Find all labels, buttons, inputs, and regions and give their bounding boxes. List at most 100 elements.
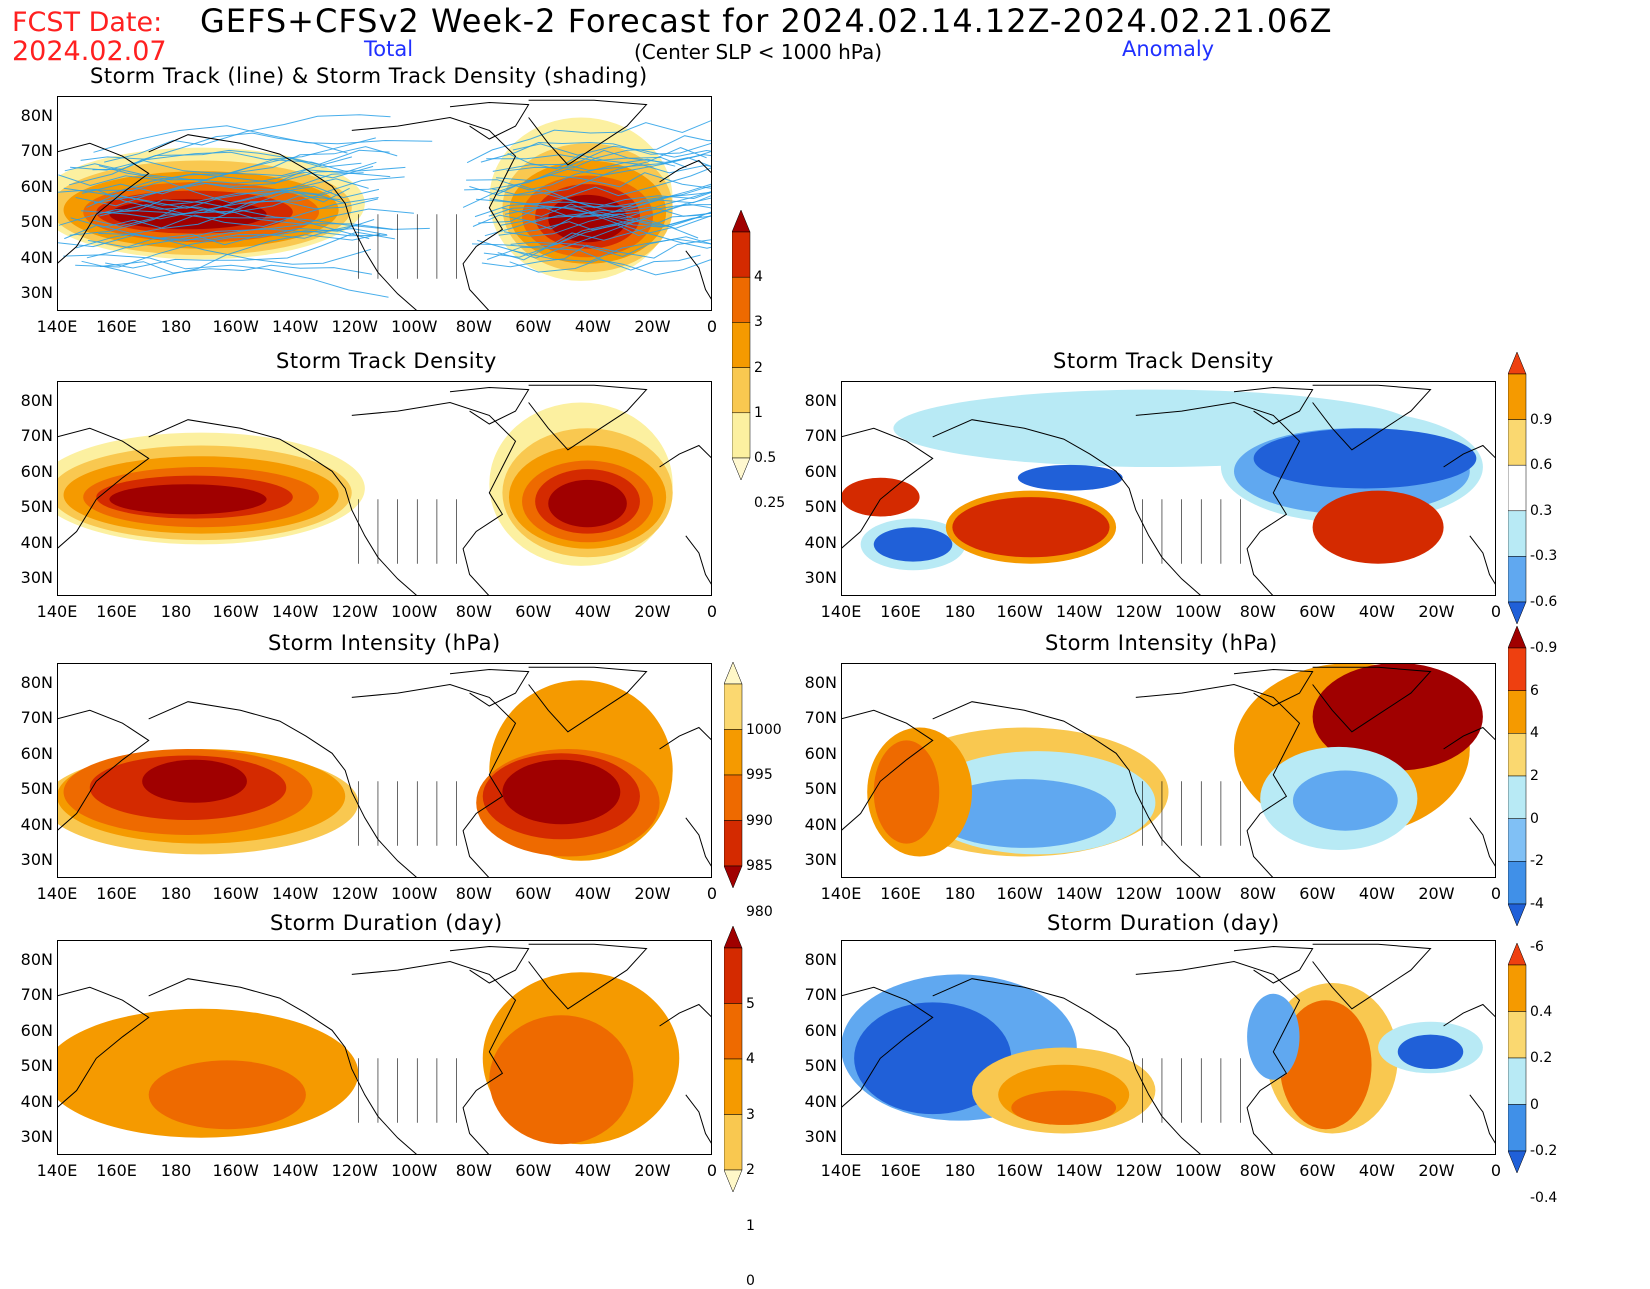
- lon-tick-label: 140E: [36, 317, 78, 336]
- coastline: [351, 960, 517, 1155]
- lon-tick-label: 80W: [455, 1161, 492, 1180]
- storm-track-line: [81, 198, 379, 220]
- lon-tick-label: 180: [160, 317, 192, 336]
- map-canvas: [841, 663, 1496, 878]
- lat-tick-label: 60N: [804, 462, 837, 482]
- colorbar-swatch: [1507, 690, 1527, 734]
- lon-tick-label: 60W: [1299, 602, 1336, 621]
- colorbar-swatch: [723, 1058, 743, 1115]
- colorbar-swatch: [1507, 510, 1527, 557]
- coastline: [659, 444, 712, 468]
- lon-tick-label: 140E: [36, 602, 78, 621]
- coastline: [57, 427, 150, 550]
- colorbar-swatch: [723, 1169, 743, 1193]
- map-duration-anomaly: [841, 940, 1496, 1155]
- storm-track-line: [98, 230, 388, 241]
- storm-track-line: [104, 114, 391, 163]
- map-duration-total: [57, 940, 712, 1155]
- lon-tick-label: 140W: [271, 884, 319, 903]
- shading-blob: [873, 527, 953, 562]
- colorbar-label: 0.3: [1530, 502, 1553, 519]
- storm-track-line: [64, 163, 374, 184]
- storm-track-line: [70, 156, 353, 177]
- shading-blob: [1017, 464, 1123, 491]
- lon-tick-label: 100W: [1175, 884, 1222, 903]
- colorbar-label: 1: [746, 1217, 755, 1234]
- lon-tick-label: 60W: [1299, 884, 1336, 903]
- shading-blob: [1011, 1090, 1117, 1125]
- colorbar-label: 995: [746, 767, 773, 783]
- panel-title-duration-anomaly: Storm Duration (day): [1047, 911, 1280, 935]
- storm-track-line: [483, 236, 712, 258]
- lon-tick-label: 140E: [36, 884, 78, 903]
- storm-track-line: [462, 172, 712, 208]
- colorbar-label: -0.2: [1530, 1143, 1558, 1159]
- lon-tick-label: 120W: [331, 317, 378, 336]
- storm-track-line: [509, 259, 712, 276]
- colorbar-label: 3: [746, 1106, 755, 1123]
- colorbar-label: 0: [1530, 1096, 1539, 1113]
- lon-tick-label: 160E: [880, 884, 921, 903]
- colorbar-swatch: [723, 865, 743, 889]
- storm-track-line: [105, 146, 398, 196]
- map-canvas: [57, 384, 712, 596]
- colorbar-swatch: [1507, 733, 1527, 777]
- storm-track-line: [104, 199, 393, 230]
- lat-tick-label: 60N: [804, 744, 837, 764]
- colorbar-swatch: [1507, 625, 1527, 649]
- shading-blob: [109, 484, 267, 515]
- coastline: [1469, 817, 1496, 868]
- colorbar-swatch: [731, 231, 751, 278]
- shading-blob: [841, 477, 920, 517]
- coastline: [1443, 726, 1496, 750]
- colorbar-label: 985: [746, 858, 773, 874]
- lon-tick-label: 60W: [515, 317, 552, 336]
- colorbar-swatch: [731, 367, 751, 414]
- lon-tick-label: 60W: [515, 602, 552, 621]
- lon-tick-label: 20W: [1418, 602, 1455, 621]
- storm-track-line: [472, 213, 703, 228]
- coastline: [528, 384, 648, 451]
- storm-track-line: [69, 187, 350, 236]
- lat-tick-label: 50N: [20, 496, 53, 516]
- colorbar-swatch: [1507, 1057, 1527, 1105]
- colorbar-swatch: [723, 1003, 743, 1060]
- lon-tick-label: 40W: [1358, 884, 1395, 903]
- lon-tick-label: 160W: [996, 884, 1043, 903]
- lat-tick-label: 80N: [20, 391, 53, 411]
- storm-track-line: [480, 141, 712, 163]
- colorbar-swatch: [1507, 373, 1527, 420]
- colorbar-swatch: [1507, 964, 1527, 1012]
- coastline: [528, 666, 648, 733]
- shading-blob: [548, 479, 627, 528]
- colorbar-label: 4: [746, 1051, 755, 1067]
- colorbar-label: -0.4: [1530, 1189, 1558, 1206]
- coastline: [1312, 943, 1432, 1010]
- shading-blob: [1253, 428, 1477, 489]
- lat-tick-label: 30N: [804, 1126, 837, 1146]
- lon-tick-label: 160W: [996, 602, 1043, 621]
- lat-tick-label: 80N: [20, 673, 53, 693]
- lon-tick-label: 180: [944, 1161, 976, 1180]
- lon-tick-label: 80W: [455, 602, 492, 621]
- lon-tick-label: 180: [160, 884, 192, 903]
- lon-tick-label: 40W: [574, 317, 611, 336]
- shading-blob: [1312, 663, 1483, 771]
- storm-track-line: [99, 204, 414, 225]
- shading-blob: [1279, 1000, 1372, 1130]
- coastline: [685, 817, 712, 868]
- shading-blob: [1247, 993, 1300, 1080]
- coastline: [1443, 1003, 1496, 1027]
- colorbar-label: 1: [754, 404, 763, 421]
- coastline: [1233, 386, 1314, 425]
- panel-title-intensity-anomaly: Storm Intensity (hPa): [1045, 631, 1278, 655]
- shading-blob: [502, 759, 621, 825]
- lon-tick-label: 20W: [634, 317, 671, 336]
- shading-blob: [489, 1015, 634, 1145]
- colorbar-label: 2: [1530, 768, 1539, 784]
- lon-tick-label: 20W: [634, 884, 671, 903]
- coastline: [932, 978, 1202, 1155]
- colorbar-label: 2: [746, 1162, 755, 1178]
- coastline: [1469, 1094, 1496, 1145]
- colorbar-swatch: [731, 457, 751, 481]
